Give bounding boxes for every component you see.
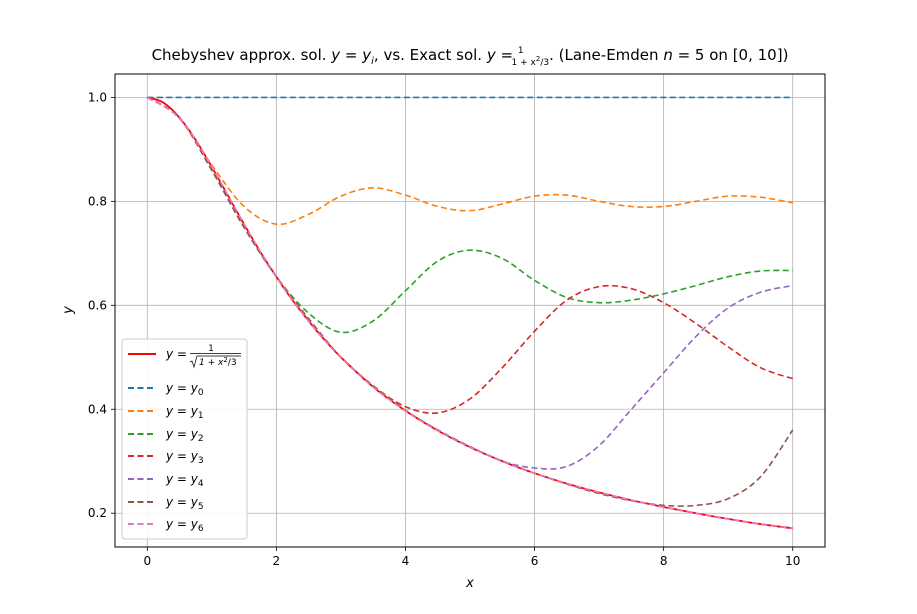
chart-title: Chebyshev approx. sol. y = yi, vs. Exact… [152,46,789,68]
legend-label-main: y = y [165,517,199,531]
legend-label-main: y = y [165,449,199,463]
legend-label-sub: 3 [198,456,204,466]
legend-label-sub: 6 [198,524,204,534]
y-tick-label: 0.2 [88,506,107,520]
legend-exact-denominator: 1 + x2/3 [199,356,237,368]
y-tick-label: 0.6 [88,298,107,312]
legend-label-y3: y = y3 [165,449,204,466]
legend-label-sub: 1 [198,411,204,421]
plot-frame [114,73,826,548]
legend-label-sub: 2 [198,434,204,444]
title-part: 1 [518,46,524,56]
grid [115,74,825,547]
legend-exact-tail: /3 [228,358,237,368]
title-part: n [663,46,673,64]
legend-exact-sup: 2 [223,356,227,364]
title-part: 2 [536,55,540,63]
title-part: 1 + x [512,58,537,68]
legend-exact-radical [189,355,241,369]
legend-label-main: y = y [165,472,199,486]
title-part: = 5 on [0, 10]) [673,46,789,64]
legend-label-main: y = y [165,404,199,418]
title-part: y = [486,46,518,64]
y-tick-label: 0.8 [88,194,107,208]
legend-label-y2: y = y2 [165,427,204,444]
x-tick-label: 4 [402,554,410,568]
legend-exact-numerator: 1 [208,344,214,354]
legend-label-y6: y = y6 [165,517,204,534]
legend: y = 1 1 + x2/3 y = y0 y = y1 y = y2 y = … [121,338,248,540]
legend-label-y4: y = y4 [165,472,204,489]
legend-label-main: y = y [165,381,199,395]
legend-exact-radicand: 1 + x [199,358,224,368]
series-line-y1 [146,96,793,226]
legend-label-exact: y = [165,347,187,361]
title-part: /3 [540,58,549,68]
x-tick-label: 8 [660,554,668,568]
x-tick-label: 10 [785,554,800,568]
legend-exact-prefix: y = [165,347,187,361]
x-tick-label: 6 [531,554,539,568]
x-axis-label: x [465,576,474,591]
legend-label-sub: 5 [198,502,204,512]
title-part: . (Lane-Emden [549,46,663,64]
series-line-y6 [146,96,793,530]
x-tick-label: 2 [273,554,281,568]
legend-label-main: y = y [165,427,199,441]
legend-label-y5: y = y5 [165,495,204,512]
title-part: y = y [330,46,372,64]
title-part: i [371,56,374,67]
title-part: , vs. Exact sol. [374,46,487,64]
y-tick-label: 1.0 [88,90,107,104]
series-lines [146,96,794,530]
legend-label-y1: y = y1 [165,404,204,421]
title-part: Chebyshev approx. sol. [152,46,332,64]
legend-label-sub: 0 [198,388,204,398]
legend-box [121,338,248,540]
legend-label-main: y = y [165,495,199,509]
ticks: 0 2 4 6 8 100.20.40.60.81.0 [88,90,800,568]
y-axis-label: y [61,306,76,315]
legend-label-y0: y = y0 [165,381,204,398]
y-tick-label: 0.4 [88,402,107,416]
x-tick-label: 0 [143,554,151,568]
legend-label-sub: 4 [198,479,204,489]
